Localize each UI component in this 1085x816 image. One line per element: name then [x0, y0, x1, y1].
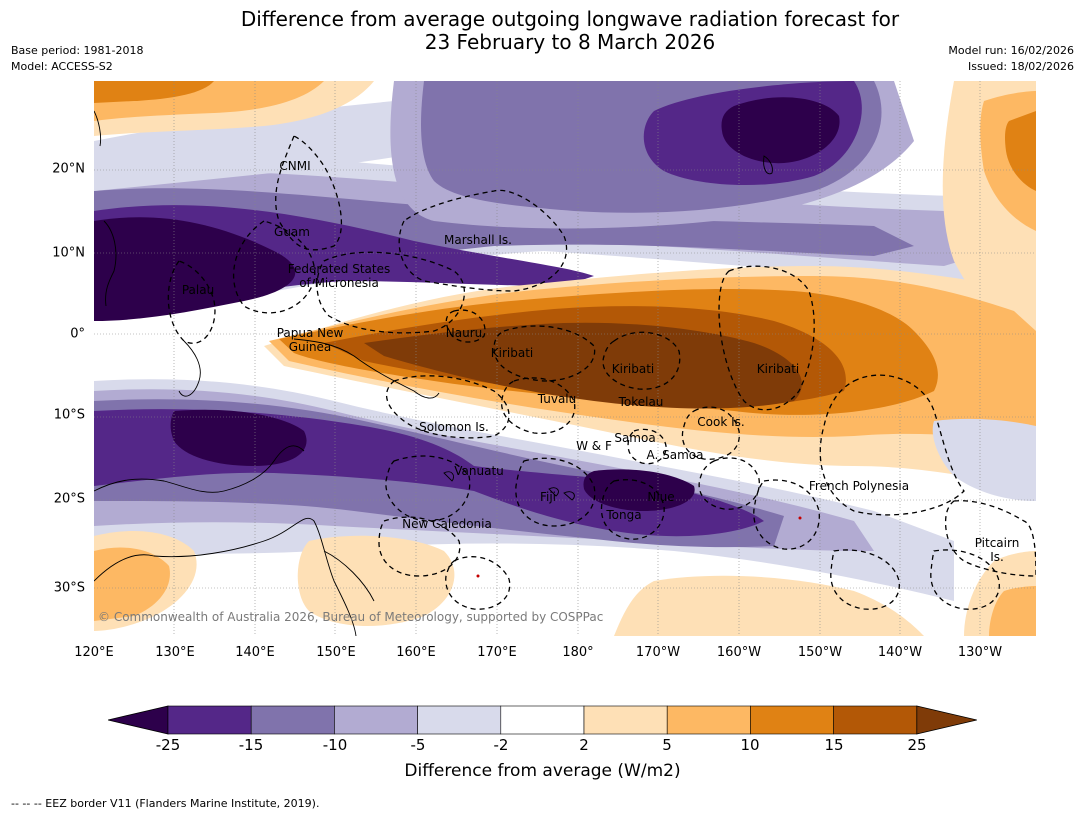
label-tuvalu: Tuvalu — [537, 392, 577, 406]
model-run: Model run: 16/02/2026 — [948, 44, 1074, 57]
label-pitcairn: Pitcairn Is. — [974, 536, 1020, 564]
y-tick: 30°S — [53, 580, 85, 596]
anom-core-sw-1 — [170, 409, 307, 466]
label-palau: Palau — [181, 283, 215, 297]
colorbar-tick: -25 — [155, 736, 181, 754]
colorbar-tick: -15 — [238, 736, 264, 754]
model-name: Model: ACCESS-S2 — [11, 60, 113, 73]
label-wallis-futuna: W & F — [576, 439, 612, 453]
anom-orange-bl-2 — [94, 547, 170, 621]
colorbar-cell — [750, 705, 834, 735]
colorbar-cell — [583, 705, 668, 735]
y-tick: 10°S — [53, 407, 85, 423]
colorbar-tick: -10 — [322, 736, 348, 754]
label-kiribati-east: Kiribati — [756, 362, 800, 376]
x-tick: 120°E — [74, 645, 114, 660]
colorbar-tick: -2 — [493, 736, 509, 754]
label-tokelau: Tokelau — [618, 395, 664, 409]
colorbar-cell — [500, 705, 585, 735]
colorbar-cells — [108, 705, 977, 735]
x-tick: 150°W — [797, 645, 843, 660]
x-tick: 160°W — [716, 645, 762, 660]
label-cnmi: CNMI — [279, 159, 311, 173]
issued-date: Issued: 18/02/2026 — [967, 60, 1074, 73]
anom-top-left — [94, 101, 474, 191]
meta-right: Model run: 16/02/2026 Issued: 18/02/2026 — [948, 43, 1074, 75]
colorbar-tick: 25 — [907, 736, 927, 754]
anom-core-sw-2 — [583, 469, 695, 511]
label-guam: Guam — [274, 225, 310, 239]
label-fsm: Federated States of Micronesia — [287, 262, 391, 290]
eez-borders — [167, 135, 1036, 610]
anom-purple-r — [932, 418, 1036, 501]
label-french-polynesia: French Polynesia — [808, 479, 910, 493]
anom-top-core — [721, 97, 840, 164]
y-tick: 20°S — [53, 491, 85, 507]
y-tick: 20°N — [52, 161, 85, 177]
base-period: Base period: 1981-2018 — [11, 44, 144, 57]
olr-anomaly-map: CNMI Guam Palau Marshall Is. Federated S… — [94, 81, 1036, 636]
y-tick: 0° — [70, 326, 85, 342]
x-tick: 130°W — [957, 645, 1003, 660]
label-nauru: Nauru — [445, 326, 483, 340]
marker-dots — [476, 516, 802, 578]
title-line-1: Difference from average outgoing longwav… — [240, 7, 900, 31]
anom-orange-tr-3 — [1005, 111, 1036, 191]
colorbar — [108, 705, 977, 735]
colorbar-cell — [833, 705, 918, 735]
label-niue: Niue — [647, 490, 675, 504]
label-american-samoa: A. Samoa — [646, 448, 704, 462]
colorbar-tick: 5 — [662, 736, 672, 754]
colorbar-tick: 2 — [579, 736, 589, 754]
colorbar-extend-low — [108, 705, 169, 735]
x-tick: 170°W — [635, 645, 681, 660]
map-copyright: © Commonwealth of Australia 2026, Bureau… — [98, 610, 604, 624]
colorbar-label: Difference from average (W/m2) — [404, 761, 681, 781]
map-field — [94, 81, 1036, 636]
label-vanuatu: Vanuatu — [454, 464, 504, 478]
anom-equatorial-core — [364, 322, 802, 409]
title-line-2: 23 February to 8 March 2026 — [424, 30, 716, 54]
x-tick: 170°E — [477, 645, 517, 660]
colorbar-cell — [250, 705, 335, 735]
x-tick: 160°E — [396, 645, 436, 660]
x-tick: 150°E — [316, 645, 356, 660]
anom-orange-bc — [614, 575, 924, 636]
label-marshall-islands: Marshall Is. — [444, 233, 512, 247]
y-tick: 10°N — [52, 245, 85, 261]
chart-title: Difference from average outgoing longwav… — [0, 8, 1085, 54]
label-fiji: Fiji — [539, 490, 557, 504]
anom-orange-tl-3 — [94, 81, 214, 103]
colorbar-cell — [334, 705, 418, 735]
colorbar-extend-high — [916, 705, 977, 735]
colorbar-cell — [666, 705, 751, 735]
colorbar-tick: 15 — [824, 736, 844, 754]
x-tick: 180° — [562, 645, 594, 660]
colorbar-tick: -5 — [410, 736, 426, 754]
colorbar-cell — [167, 705, 252, 735]
label-png: Papua New Guinea — [276, 326, 344, 354]
coastlines — [94, 110, 773, 636]
meta-left: Base period: 1981-2018 Model: ACCESS-S2 — [11, 43, 143, 75]
label-cook-islands: Cook Is. — [697, 415, 745, 429]
x-tick: 130°E — [155, 645, 195, 660]
label-solomon-islands: Solomon Is. — [419, 420, 489, 434]
label-kiribati-west: Kiribati — [490, 346, 534, 360]
x-tick: 140°W — [877, 645, 923, 660]
colorbar-cell — [417, 705, 502, 735]
label-new-caledonia: New Caledonia — [402, 517, 492, 531]
anom-core-nw — [94, 217, 296, 321]
x-tick: 140°E — [235, 645, 275, 660]
colorbar-tick: 10 — [740, 736, 760, 754]
anom-orange-br-2 — [989, 586, 1036, 636]
label-kiribati-central: Kiribati — [611, 362, 655, 376]
label-samoa: Samoa — [614, 431, 656, 445]
label-tonga: Tonga — [606, 508, 642, 522]
eez-footnote: -- -- -- EEZ border V11 (Flanders Marine… — [11, 797, 320, 810]
